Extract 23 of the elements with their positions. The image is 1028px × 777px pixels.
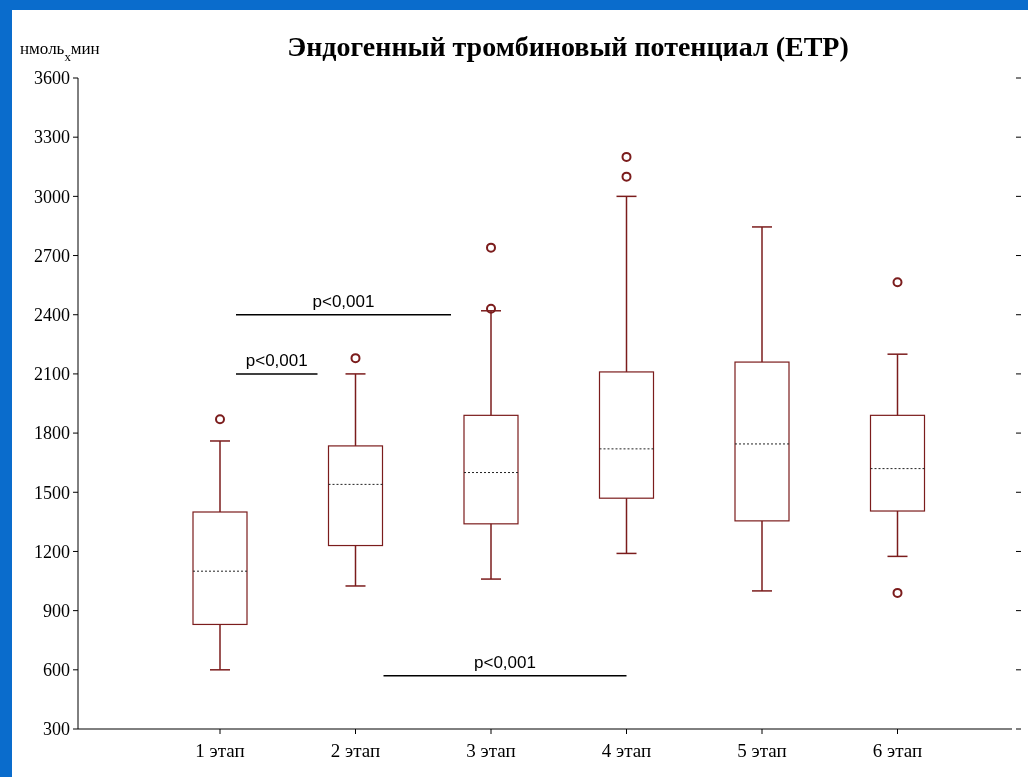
x-tick-label: 3 этап bbox=[466, 740, 516, 761]
y-tick-label: 3600 bbox=[34, 68, 70, 89]
annotation: p<0,001 bbox=[474, 652, 536, 672]
y-tick-label: 2400 bbox=[34, 305, 70, 326]
x-tick-label: 2 этап bbox=[330, 740, 381, 761]
y-tick-label: 2100 bbox=[34, 364, 70, 385]
annotation: p<0,001 bbox=[245, 350, 308, 370]
y-tick-label: 3000 bbox=[34, 186, 70, 207]
y-tick-label: 1500 bbox=[34, 482, 70, 503]
y-tick-label: 3300 bbox=[34, 127, 70, 148]
y-tick-label: 1200 bbox=[34, 541, 70, 562]
y-tick-label: 900 bbox=[43, 600, 70, 621]
y-tick-label: 1800 bbox=[34, 423, 70, 444]
annotation: p<0,001 bbox=[312, 291, 375, 311]
chart-title: Эндогенный тромбиновый потенциал (ETP) bbox=[287, 31, 849, 62]
x-tick-label: 4 этап bbox=[601, 740, 652, 761]
x-tick-label: 5 этап bbox=[737, 740, 787, 761]
y-tick-label: 300 bbox=[43, 719, 70, 740]
y-axis-title: нмоль$_{x}$мин bbox=[20, 39, 100, 64]
y-tick-label: 2700 bbox=[34, 245, 70, 266]
x-tick-label: 6 этап bbox=[872, 740, 923, 761]
y-tick-label: 600 bbox=[43, 660, 70, 681]
x-tick-label: 1 этап bbox=[195, 740, 245, 761]
